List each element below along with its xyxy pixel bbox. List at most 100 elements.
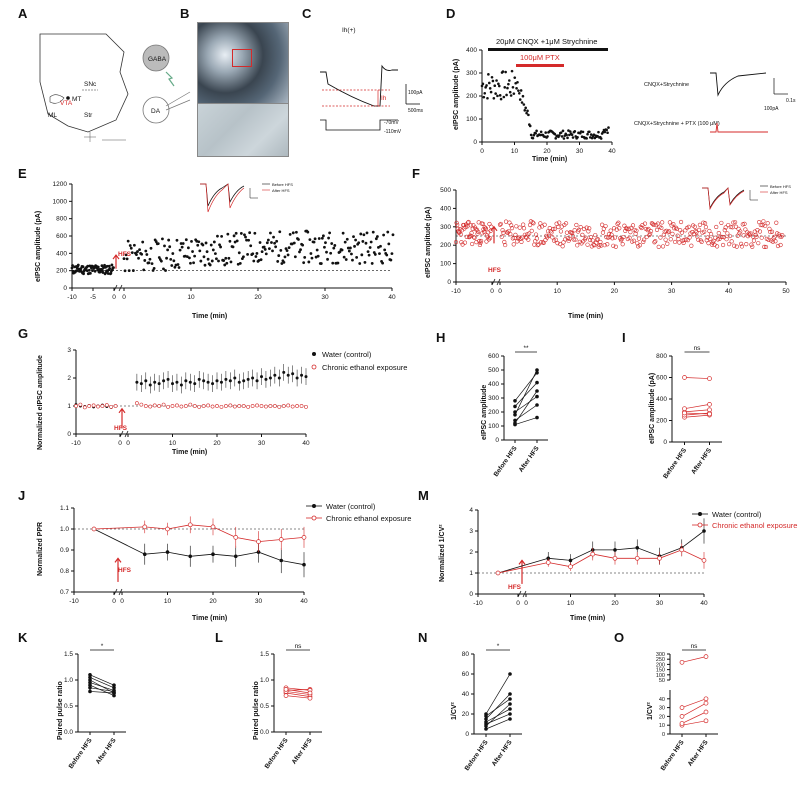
panel-a-brain-schematic: SNc MT VTA ML Str bbox=[39, 33, 129, 142]
g-point-control bbox=[242, 379, 246, 383]
e-data-point bbox=[246, 252, 249, 256]
f-data-point bbox=[538, 221, 543, 226]
o-ytick-label: 20 bbox=[659, 714, 665, 720]
g-point-ethanol bbox=[295, 404, 300, 408]
panel-label-m: M bbox=[418, 488, 429, 503]
e-data-point bbox=[291, 231, 295, 235]
e-data-point bbox=[131, 269, 135, 272]
f-data-point bbox=[707, 228, 712, 234]
e-data-point bbox=[203, 263, 207, 267]
e-data-point bbox=[132, 243, 136, 247]
m-xlabel: Time (min) bbox=[570, 615, 605, 622]
microscopy-image-low-mag bbox=[197, 22, 289, 104]
f-data-point bbox=[634, 228, 639, 233]
f-data-point bbox=[535, 243, 540, 248]
n-pair-line bbox=[485, 698, 511, 717]
e-data-point bbox=[70, 266, 74, 270]
n-ytick-label: 60 bbox=[462, 671, 470, 678]
f-data-point bbox=[666, 229, 672, 234]
e-data-point bbox=[265, 241, 269, 245]
f-data-point bbox=[453, 240, 459, 245]
d-data-point bbox=[553, 132, 557, 136]
e-data-point bbox=[299, 248, 302, 252]
j-axis-break bbox=[113, 588, 123, 596]
e-data-point bbox=[178, 248, 182, 252]
e-ytick-label: 200 bbox=[56, 268, 67, 275]
e-data-point bbox=[274, 245, 278, 249]
panel-d-pharmacology: 20μM CNQX +1μM Strychnine 100μM PTX 0100… bbox=[453, 37, 796, 163]
d-data-point bbox=[494, 92, 497, 95]
g-point-ethanol bbox=[87, 404, 92, 408]
f-data-point bbox=[679, 230, 684, 235]
d-data-point bbox=[599, 137, 603, 140]
f-data-point bbox=[566, 238, 571, 243]
e-data-point bbox=[326, 257, 329, 261]
h-ytick-label: 100 bbox=[488, 423, 499, 430]
d-data-point bbox=[507, 82, 510, 86]
e-data-point bbox=[374, 237, 378, 241]
e-data-point bbox=[71, 264, 74, 267]
j-point-ethanol bbox=[187, 522, 193, 528]
j-point-ethanol bbox=[256, 539, 261, 544]
m-point-control bbox=[546, 556, 551, 561]
e-data-point bbox=[293, 255, 297, 259]
m-legend: Water (control) Chronic ethanol exposure bbox=[692, 510, 797, 530]
f-data-point bbox=[620, 242, 625, 247]
g-point-control bbox=[300, 373, 304, 377]
l-ylabel: Paired pulse ratio bbox=[253, 681, 260, 740]
f-data-point bbox=[757, 229, 763, 234]
f-data-point bbox=[552, 226, 558, 231]
e-data-point bbox=[379, 244, 382, 248]
f-data-point bbox=[754, 234, 759, 239]
e-ytick-label: 400 bbox=[56, 250, 67, 257]
f-data-point bbox=[606, 231, 612, 237]
f-data-point bbox=[714, 244, 720, 249]
m-point-ethanol bbox=[657, 555, 662, 561]
f-data-point bbox=[723, 225, 728, 230]
g-xtick-label: 10 bbox=[169, 440, 177, 447]
e-data-point bbox=[270, 241, 273, 244]
e-data-point bbox=[211, 248, 215, 252]
d-ylabel: eIPSC amplitude (pA) bbox=[453, 59, 460, 130]
e-data-point bbox=[378, 252, 381, 256]
e-data-point bbox=[313, 237, 317, 241]
panel-c-ih-trace: Ih(+) Ih 100pA 500ms -70mV -110mV bbox=[320, 27, 424, 135]
g-xtick-label: 0 bbox=[118, 440, 122, 447]
l-pair-line bbox=[285, 687, 311, 691]
m-xtick-label: 20 bbox=[611, 600, 619, 607]
e-data-point bbox=[327, 236, 330, 240]
f-data-point bbox=[780, 233, 785, 238]
n-point-before bbox=[484, 717, 488, 721]
e-data-point bbox=[258, 241, 262, 244]
j-hfs-arrow-head bbox=[114, 557, 122, 563]
g-point-ethanol bbox=[161, 402, 166, 407]
e-data-point bbox=[325, 250, 328, 254]
g-point-control bbox=[211, 382, 215, 386]
e-data-point bbox=[215, 257, 218, 261]
e-ytick-label: 0 bbox=[63, 285, 67, 292]
f-data-point bbox=[635, 241, 640, 246]
f-data-point bbox=[555, 241, 560, 246]
d-data-point bbox=[506, 86, 509, 90]
o-ylabel: 1/CV² bbox=[647, 701, 654, 720]
k-ytick-label: 1.5 bbox=[64, 651, 73, 658]
f-data-point bbox=[648, 231, 653, 236]
e-data-point bbox=[85, 269, 89, 272]
e-data-point bbox=[263, 248, 267, 251]
e-data-point bbox=[267, 247, 271, 251]
panel-label-j: J bbox=[18, 488, 26, 503]
j-xtick-label: 40 bbox=[300, 598, 308, 605]
j-legend-control: Water (control) bbox=[326, 502, 376, 511]
i-pair-line bbox=[684, 414, 710, 418]
f-data-point bbox=[756, 241, 761, 246]
e-data-point bbox=[280, 262, 284, 265]
e-data-point bbox=[242, 255, 245, 259]
label-mt: MT bbox=[72, 96, 81, 103]
d-data-point bbox=[488, 87, 492, 90]
k-pair-line bbox=[89, 684, 115, 696]
d-data-point bbox=[487, 81, 491, 85]
g-point-control bbox=[237, 380, 241, 384]
g-point-control bbox=[193, 382, 197, 386]
l-xtick-label: Before HFS bbox=[264, 737, 290, 771]
j-ytick-label: 1.1 bbox=[60, 505, 69, 512]
